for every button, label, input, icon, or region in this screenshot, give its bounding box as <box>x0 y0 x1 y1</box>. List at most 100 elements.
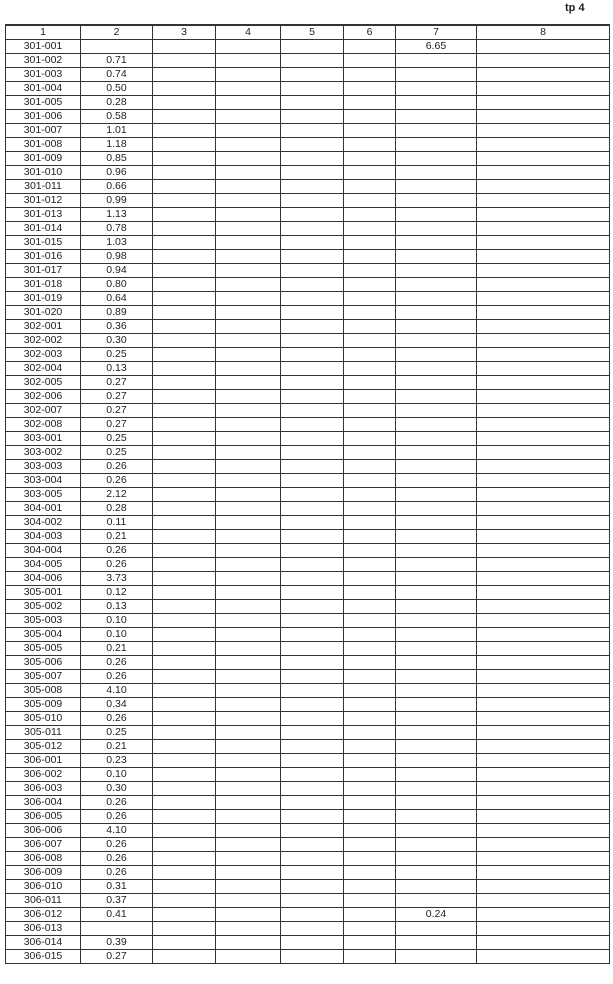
value-cell-col-8 <box>476 683 610 698</box>
value-cell-col-7 <box>395 193 477 208</box>
row-id-cell: 301-002 <box>5 53 81 68</box>
value-cell-col-7 <box>395 865 477 880</box>
value-cell-col-8 <box>476 669 610 684</box>
value-cell-col-2: 0.26 <box>80 851 153 866</box>
value-cell-col-3 <box>152 235 216 250</box>
value-cell-col-8 <box>476 221 610 236</box>
value-cell-col-8 <box>476 123 610 138</box>
value-cell-col-2: 0.23 <box>80 753 153 768</box>
value-cell-col-8 <box>476 837 610 852</box>
value-cell-col-4 <box>215 137 281 152</box>
value-cell-col-4 <box>215 879 281 894</box>
value-cell-col-7 <box>395 403 477 418</box>
value-cell-col-5 <box>280 795 344 810</box>
value-cell-col-2: 0.80 <box>80 277 153 292</box>
value-cell-col-7 <box>395 109 477 124</box>
row-id-cell: 301-009 <box>5 151 81 166</box>
table-row: 303-004 0.26 <box>5 473 610 488</box>
value-cell-col-6 <box>343 193 396 208</box>
value-cell-col-3 <box>152 613 216 628</box>
value-cell-col-6 <box>343 431 396 446</box>
value-cell-col-7 <box>395 137 477 152</box>
value-cell-col-6 <box>343 263 396 278</box>
value-cell-col-7 <box>395 389 477 404</box>
value-cell-col-8 <box>476 515 610 530</box>
value-cell-col-5 <box>280 949 344 964</box>
value-cell-col-8 <box>476 865 610 880</box>
value-cell-col-4 <box>215 571 281 586</box>
value-cell-col-6 <box>343 571 396 586</box>
value-cell-col-4 <box>215 165 281 180</box>
value-cell-col-8 <box>476 739 610 754</box>
row-id-cell: 301-005 <box>5 95 81 110</box>
column-header-4: 4 <box>215 24 281 40</box>
value-cell-col-6 <box>343 277 396 292</box>
value-cell-col-4 <box>215 543 281 558</box>
value-cell-col-3 <box>152 725 216 740</box>
value-cell-col-6 <box>343 739 396 754</box>
value-cell-col-8 <box>476 235 610 250</box>
row-id-cell: 305-006 <box>5 655 81 670</box>
row-id-cell: 305-009 <box>5 697 81 712</box>
value-cell-col-7 <box>395 319 477 334</box>
value-cell-col-8 <box>476 361 610 376</box>
value-cell-col-3 <box>152 403 216 418</box>
column-header-1: 1 <box>5 24 81 40</box>
value-cell-col-3 <box>152 949 216 964</box>
value-cell-col-2: 0.25 <box>80 445 153 460</box>
value-cell-col-7 <box>395 739 477 754</box>
value-cell-col-3 <box>152 263 216 278</box>
value-cell-col-5 <box>280 249 344 264</box>
value-cell-col-4 <box>215 837 281 852</box>
table-row: 304-006 3.73 <box>5 571 610 586</box>
value-cell-col-2: 0.99 <box>80 193 153 208</box>
value-cell-col-7 <box>395 809 477 824</box>
value-cell-col-8 <box>476 263 610 278</box>
value-cell-col-2: 0.21 <box>80 739 153 754</box>
value-cell-col-8 <box>476 459 610 474</box>
column-header-7: 7 <box>395 24 477 40</box>
value-cell-col-4 <box>215 655 281 670</box>
value-cell-col-2: 0.10 <box>80 613 153 628</box>
table-row: 306-004 0.26 <box>5 795 610 810</box>
value-cell-col-4 <box>215 277 281 292</box>
value-cell-col-6 <box>343 179 396 194</box>
table-row: 301-010 0.96 <box>5 165 610 180</box>
value-cell-col-6 <box>343 725 396 740</box>
value-cell-col-4 <box>215 445 281 460</box>
value-cell-col-4 <box>215 851 281 866</box>
value-cell-col-3 <box>152 879 216 894</box>
value-cell-col-6 <box>343 165 396 180</box>
value-cell-col-6 <box>343 417 396 432</box>
table-row: 306-015 0.27 <box>5 949 610 964</box>
value-cell-col-6 <box>343 599 396 614</box>
row-id-cell: 306-004 <box>5 795 81 810</box>
value-cell-col-5 <box>280 431 344 446</box>
value-cell-col-7: 0.24 <box>395 907 477 922</box>
value-cell-col-7 <box>395 599 477 614</box>
value-cell-col-3 <box>152 361 216 376</box>
value-cell-col-3 <box>152 795 216 810</box>
value-cell-col-5 <box>280 347 344 362</box>
value-cell-col-7 <box>395 431 477 446</box>
table-row: 301-013 1.13 <box>5 207 610 222</box>
table-row: 302-006 0.27 <box>5 389 610 404</box>
row-id-cell: 305-003 <box>5 613 81 628</box>
value-cell-col-2: 0.94 <box>80 263 153 278</box>
value-cell-col-3 <box>152 207 216 222</box>
row-id-cell: 306-008 <box>5 851 81 866</box>
value-cell-col-6 <box>343 627 396 642</box>
value-cell-col-6 <box>343 837 396 852</box>
value-cell-col-2: 4.10 <box>80 823 153 838</box>
value-cell-col-5 <box>280 67 344 82</box>
value-cell-col-5 <box>280 151 344 166</box>
value-cell-col-6 <box>343 781 396 796</box>
table-row: 301-004 0.50 <box>5 81 610 96</box>
value-cell-col-4 <box>215 753 281 768</box>
value-cell-col-2: 0.26 <box>80 865 153 880</box>
value-cell-col-3 <box>152 627 216 642</box>
value-cell-col-8 <box>476 67 610 82</box>
value-cell-col-8 <box>476 487 610 502</box>
value-cell-col-6 <box>343 935 396 950</box>
